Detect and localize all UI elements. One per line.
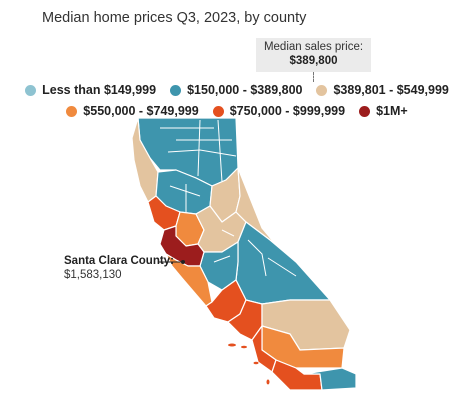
callout-county-value: $1,583,130: [64, 269, 122, 281]
legend: Less than $149,999 $150,000 - $389,800 $…: [0, 80, 474, 122]
median-pointer-line: [313, 72, 314, 82]
median-price-label: Median sales price:: [263, 41, 364, 53]
callout-county-name: Santa Clara County:: [64, 255, 174, 267]
legend-label: Less than $149,999: [42, 83, 157, 97]
legend-item-1m-plus: $1M+: [359, 104, 408, 118]
median-price-value: $389,800: [289, 55, 338, 67]
legend-swatch-icon: [359, 105, 371, 117]
county-santa-clara: [159, 225, 205, 267]
legend-row-1: Less than $149,999 $150,000 - $389,800 $…: [0, 80, 474, 100]
legend-swatch-icon: [316, 84, 328, 96]
legend-item-150k-389k: $150,000 - $389,800: [170, 83, 302, 97]
map-title: Median home prices Q3, 2023, by county: [42, 10, 307, 26]
county-region-imperial: [303, 367, 357, 391]
legend-item-389k-549k: $389,801 - $549,999: [316, 83, 449, 97]
legend-label: $750,000 - $999,999: [229, 104, 346, 118]
county-region-inland-desert: [235, 221, 331, 305]
legend-label: $389,801 - $549,999: [333, 83, 449, 97]
legend-label: $150,000 - $389,800: [187, 83, 303, 97]
legend-label: $550,000 - $749,999: [83, 104, 199, 118]
legend-swatch-icon: [170, 84, 182, 96]
legend-item-lt-150k: Less than $149,999: [25, 83, 156, 97]
callout-dot: [181, 260, 185, 264]
legend-item-750k-999k: $750,000 - $999,999: [212, 104, 346, 118]
legend-row-2: $550,000 - $749,999 $750,000 - $999,999 …: [0, 101, 474, 121]
legend-label: $1M+: [376, 104, 408, 118]
legend-item-550k-749k: $550,000 - $749,999: [66, 104, 199, 118]
median-price-box: Median sales price: $389,800: [256, 38, 371, 72]
channel-islands: [228, 343, 270, 385]
legend-swatch-icon: [212, 105, 224, 117]
legend-swatch-icon: [66, 105, 78, 117]
legend-swatch-icon: [25, 84, 37, 96]
